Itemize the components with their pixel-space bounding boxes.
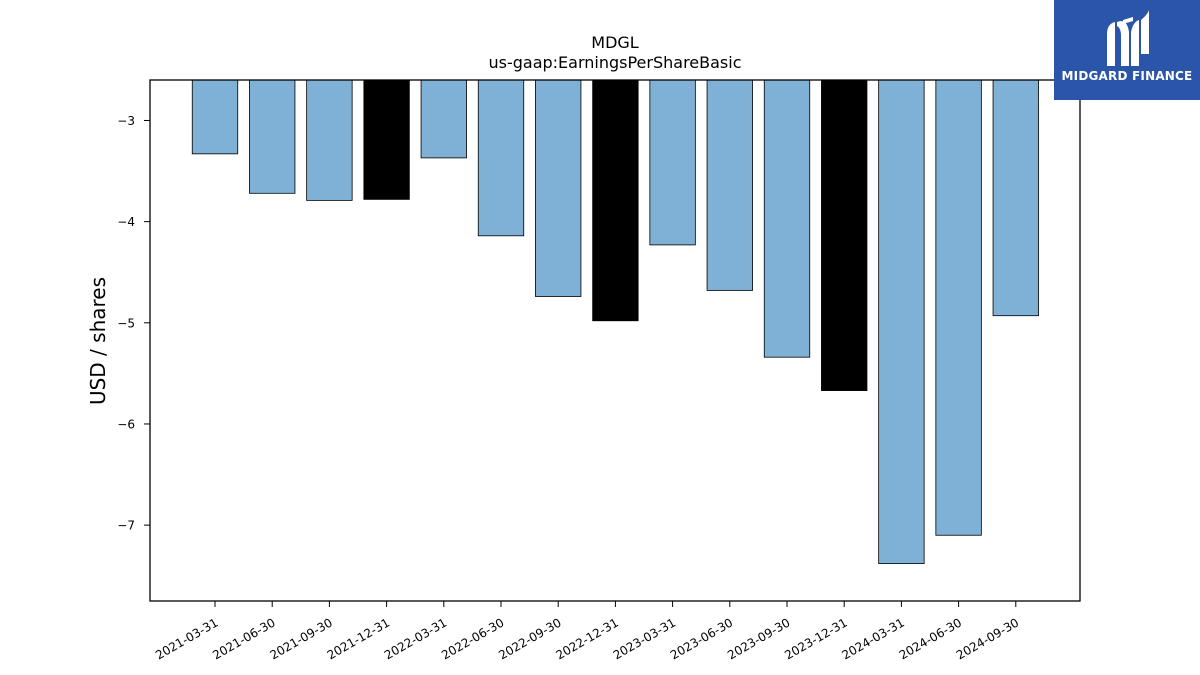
bar-2022-06-30 xyxy=(477,79,525,237)
y-tick-label: −6 xyxy=(117,417,135,431)
bar-2024-09-30 xyxy=(992,79,1039,317)
x-tick-label: 2022-09-30 xyxy=(496,615,563,662)
x-tick-label: 2022-12-31 xyxy=(553,615,620,662)
chart-subtitle: us-gaap:EarningsPerShareBasic xyxy=(488,53,741,72)
x-tick-label: 2022-03-31 xyxy=(382,615,449,662)
x-tick-label: 2023-09-30 xyxy=(725,615,792,662)
plot-frame xyxy=(149,79,1081,602)
x-tick-label: 2024-09-30 xyxy=(954,615,1021,662)
bar-2024-06-30 xyxy=(935,79,982,536)
x-tick-label: 2022-06-30 xyxy=(439,615,506,662)
x-tick-label: 2021-09-30 xyxy=(267,615,334,662)
x-tick-label: 2021-12-31 xyxy=(325,615,392,662)
y-tick-label: −4 xyxy=(117,215,135,229)
bar-2022-03-31 xyxy=(420,79,467,159)
x-tick-label: 2023-12-31 xyxy=(782,615,849,662)
bar-2023-03-31 xyxy=(649,79,696,246)
y-tick-label: −5 xyxy=(117,316,135,330)
brand-logo: MIDGARD FINANCE xyxy=(1054,0,1200,100)
y-axis: −3 −4 −5 −6 −7 xyxy=(117,114,150,533)
bars-group xyxy=(191,79,1039,564)
x-tick-label: 2023-03-31 xyxy=(611,615,678,662)
bar-2024-03-31 xyxy=(878,79,925,564)
x-axis: 2021-03-312021-06-302021-09-302021-12-31… xyxy=(153,601,1021,662)
x-tick-label: 2021-06-30 xyxy=(210,615,277,662)
chart-title: MDGL xyxy=(591,33,639,52)
y-axis-label: USD / shares xyxy=(86,277,110,405)
midgard-logo-icon xyxy=(1107,10,1149,66)
bar-2022-12-31 xyxy=(592,79,639,322)
x-tick-label: 2021-03-31 xyxy=(153,615,220,662)
y-tick-label: −7 xyxy=(117,519,135,533)
x-tick-label: 2024-03-31 xyxy=(839,615,906,662)
bar-2022-09-30 xyxy=(535,79,582,297)
brand-name: MIDGARD FINANCE xyxy=(1061,69,1193,83)
bar-2021-09-30 xyxy=(306,79,353,201)
bar-2021-12-31 xyxy=(363,79,410,200)
bar-2023-06-30 xyxy=(706,79,753,291)
bar-2021-06-30 xyxy=(249,79,296,194)
x-tick-label: 2024-06-30 xyxy=(897,615,964,662)
bar-2023-12-31 xyxy=(821,79,868,391)
x-tick-label: 2023-06-30 xyxy=(668,615,735,662)
bar-2021-03-31 xyxy=(191,79,239,155)
bar-2023-09-30 xyxy=(763,79,811,358)
y-tick-label: −3 xyxy=(117,114,135,128)
